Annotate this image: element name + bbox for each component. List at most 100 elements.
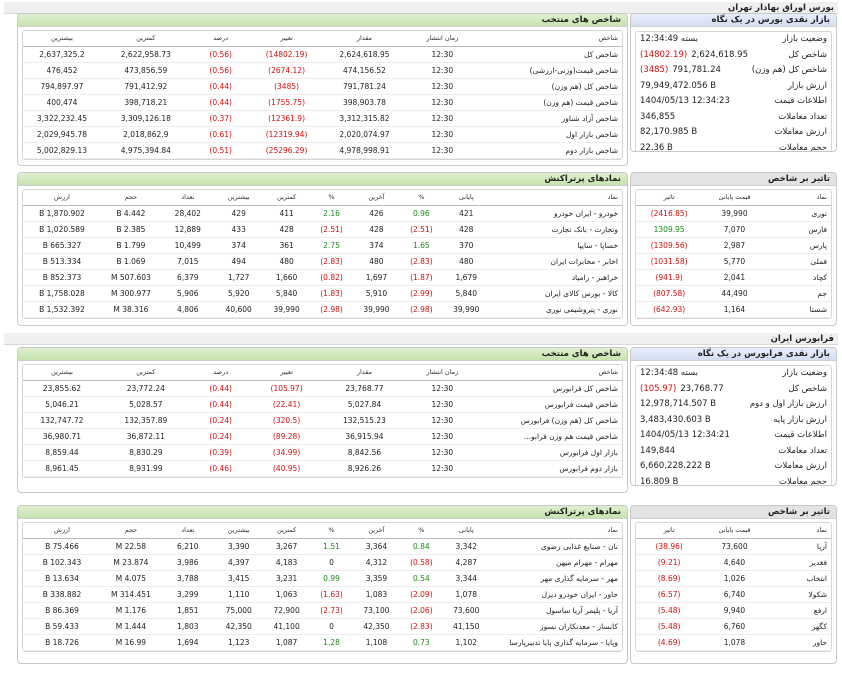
- row-name[interactable]: بازار اول فرابورس: [478, 444, 622, 461]
- table-row[interactable]: خودرو - ایران خودرو 421 0.96 426 2.16 411 429 2…: [23, 205, 622, 222]
- row-name[interactable]: مهرام - مهرام میهن: [490, 554, 622, 571]
- table-row[interactable]: حاور 1,078 (4.69): [636, 634, 831, 651]
- row-name[interactable]: خراهبر - رامیاد: [490, 269, 622, 286]
- column-header[interactable]: %: [400, 190, 443, 206]
- table-row[interactable]: شاخص آزاد شناور 12:30 3,312,315.82 (12361.9…: [23, 110, 622, 127]
- table-row[interactable]: شکولا 6,740 (6.57): [636, 586, 831, 603]
- row-name[interactable]: شاخص قیمت (هم وزن): [478, 94, 622, 111]
- row-name[interactable]: وپایا - سرمایه گذاری پایا تدبیرپارسا: [490, 634, 622, 651]
- table-row[interactable]: حاور - ایران خودرو دیزل 1,078 (2.09) 1,083(…: [23, 586, 622, 603]
- table-row[interactable]: انتخاب 1,026 (8.69): [636, 570, 831, 587]
- column-header[interactable]: تغییر: [250, 365, 323, 381]
- row-name[interactable]: نان - صنایع غذایی رضوی: [490, 538, 622, 555]
- row-name[interactable]: فملی: [766, 253, 831, 270]
- table-row[interactable]: شاخص کل (هم وزن) 12:30 791,781.24 (3485) (0.…: [23, 78, 622, 95]
- row-name[interactable]: پارس: [766, 237, 831, 254]
- table-row[interactable]: مهرام - مهرام میهن 4,287 (0.58) 4,312 0 4,183…: [23, 554, 622, 571]
- column-header[interactable]: بیشترین: [214, 190, 263, 206]
- table-row[interactable]: آریا - پلیمر آریا ساسول 73,600 (2.06) 73,10…: [23, 602, 622, 619]
- column-header[interactable]: تعداد: [160, 190, 215, 206]
- table-row[interactable]: ارفع 9,940 (5.48): [636, 602, 831, 619]
- row-name[interactable]: شاخص قیمت فرابورس: [478, 396, 622, 413]
- column-header[interactable]: کمترین: [100, 31, 191, 47]
- column-header[interactable]: نماد: [490, 523, 622, 539]
- table-row[interactable]: شاخص کل 12:30 2,624,618.95 (14802.19) (0.56)…: [23, 46, 622, 63]
- row-name[interactable]: جم: [766, 285, 831, 302]
- column-header[interactable]: آخرین: [352, 190, 401, 206]
- table-row[interactable]: شاخص قیمت (هم وزن) 12:30 398,903.78 (1755.7…: [23, 94, 622, 111]
- column-header[interactable]: کمترین: [262, 523, 311, 539]
- row-name[interactable]: کچاد: [766, 269, 831, 286]
- row-name[interactable]: حاور: [766, 634, 831, 651]
- table-row[interactable]: کگهر 6,760 (5.48): [636, 618, 831, 635]
- row-name[interactable]: شاخص بازار اول: [478, 126, 622, 143]
- row-name[interactable]: ارفع: [766, 602, 831, 619]
- row-name[interactable]: شاخص کل (هم وزن) فرابورس: [478, 412, 622, 429]
- column-header[interactable]: زمان انتشار: [406, 365, 479, 381]
- row-name[interactable]: آریا: [766, 538, 831, 555]
- table-row[interactable]: پارس 2,987 (1309.56): [636, 237, 831, 254]
- table-row[interactable]: خراهبر - رامیاد 1,679 (1.87) 1,697 (0.82) 1,6…: [23, 269, 622, 286]
- row-name[interactable]: شاخص قیمت(وزنی-ارزشی): [478, 62, 622, 79]
- column-header[interactable]: تاثیر: [636, 190, 703, 206]
- table-row[interactable]: شاخص بازار اول 12:30 2,020,074.97 (12319.94…: [23, 126, 622, 143]
- row-name[interactable]: شاخص کل: [478, 46, 622, 63]
- row-name[interactable]: فغدیر: [766, 554, 831, 571]
- column-header[interactable]: بیشترین: [23, 365, 101, 381]
- column-header[interactable]: پایانی: [442, 523, 491, 539]
- table-row[interactable]: نان - صنایع غذایی رضوی 3,342 0.84 3,364 1.51…: [23, 538, 622, 555]
- row-name[interactable]: شاخص کل فرابورس: [478, 380, 622, 397]
- column-header[interactable]: حجم: [100, 190, 161, 206]
- table-row[interactable]: آریا 73,600 (38.96): [636, 538, 831, 555]
- column-header[interactable]: نماد: [766, 190, 831, 206]
- table-row[interactable]: کالا - بورس کالای ایران 5,840 (2.99) 5,910(…: [23, 285, 622, 302]
- row-name[interactable]: شاخص قیمت هم وزن فرابو...: [478, 428, 622, 445]
- table-row[interactable]: وپایا - سرمایه گذاری پایا تدبیرپارسا 1,10…: [23, 634, 622, 651]
- row-name[interactable]: کانساز - معدنکاران نسوز: [490, 618, 622, 635]
- table-row[interactable]: شاخص کل (هم وزن) فرابورس 12:30 132,515.23(…: [23, 412, 622, 429]
- row-name[interactable]: بازار دوم فرابورس: [478, 460, 622, 477]
- column-header[interactable]: %: [310, 523, 353, 539]
- table-row[interactable]: فغدیر 4,640 (9.21): [636, 554, 831, 571]
- column-header[interactable]: کمترین: [100, 365, 191, 381]
- column-header[interactable]: شاخص: [478, 31, 622, 47]
- row-name[interactable]: شکولا: [766, 586, 831, 603]
- table-row[interactable]: شاخص قیمت(وزنی-ارزشی) 12:30 474,156.52 (267…: [23, 62, 622, 79]
- table-row[interactable]: کچاد 2,041 (941.9): [636, 269, 831, 286]
- row-name[interactable]: وتجارت - بانک تجارت: [490, 221, 622, 238]
- table-row[interactable]: نوری 39,990 (2416.85): [636, 205, 831, 222]
- column-header[interactable]: پایانی: [442, 190, 491, 206]
- column-header[interactable]: مقدار: [322, 31, 407, 47]
- row-name[interactable]: شاخص کل (هم وزن): [478, 78, 622, 95]
- column-header[interactable]: بیشترین: [214, 523, 263, 539]
- table-row[interactable]: مهر - سرمایه گذاری مهر 3,344 0.54 3,359 0.99…: [23, 570, 622, 587]
- row-name[interactable]: شاخص بازار دوم: [478, 142, 622, 159]
- table-row[interactable]: شاخص قیمت فرابورس 12:30 5,027.84 (22.41) (0.…: [23, 396, 622, 413]
- column-header[interactable]: ارزش: [23, 523, 101, 539]
- table-row[interactable]: بازار اول فرابورس 12:30 8,842.56 (34.99) (0.…: [23, 444, 622, 461]
- column-header[interactable]: کمترین: [262, 190, 311, 206]
- column-header[interactable]: مقدار: [322, 365, 407, 381]
- row-name[interactable]: انتخاب: [766, 570, 831, 587]
- row-name[interactable]: نوری: [766, 205, 831, 222]
- column-header[interactable]: ارزش: [23, 190, 101, 206]
- row-name[interactable]: کالا - بورس کالای ایران: [490, 285, 622, 302]
- table-row[interactable]: جم 44,490 (807.58): [636, 285, 831, 302]
- row-name[interactable]: حاور - ایران خودرو دیزل: [490, 586, 622, 603]
- row-name[interactable]: شستا: [766, 301, 831, 318]
- row-name[interactable]: آریا - پلیمر آریا ساسول: [490, 602, 622, 619]
- table-row[interactable]: نوری - پتروشیمی نوری 39,990 (2.98) 39,990 (2…: [23, 301, 622, 318]
- table-row[interactable]: شستا 1,164 (642.93): [636, 301, 831, 318]
- column-header[interactable]: شاخص: [478, 365, 622, 381]
- column-header[interactable]: درصد: [190, 365, 251, 381]
- column-header[interactable]: تاثیر: [636, 523, 703, 539]
- column-header[interactable]: %: [400, 523, 443, 539]
- column-header[interactable]: حجم: [100, 523, 161, 539]
- column-header[interactable]: تعداد: [160, 523, 215, 539]
- row-name[interactable]: فارس: [766, 221, 831, 238]
- row-name[interactable]: کگهر: [766, 618, 831, 635]
- table-row[interactable]: شاخص قیمت هم وزن فرابو... 12:30 36,915.94(…: [23, 428, 622, 445]
- row-name[interactable]: مهر - سرمایه گذاری مهر: [490, 570, 622, 587]
- column-header[interactable]: قیمت پایانی: [702, 523, 767, 539]
- column-header[interactable]: نماد: [490, 190, 622, 206]
